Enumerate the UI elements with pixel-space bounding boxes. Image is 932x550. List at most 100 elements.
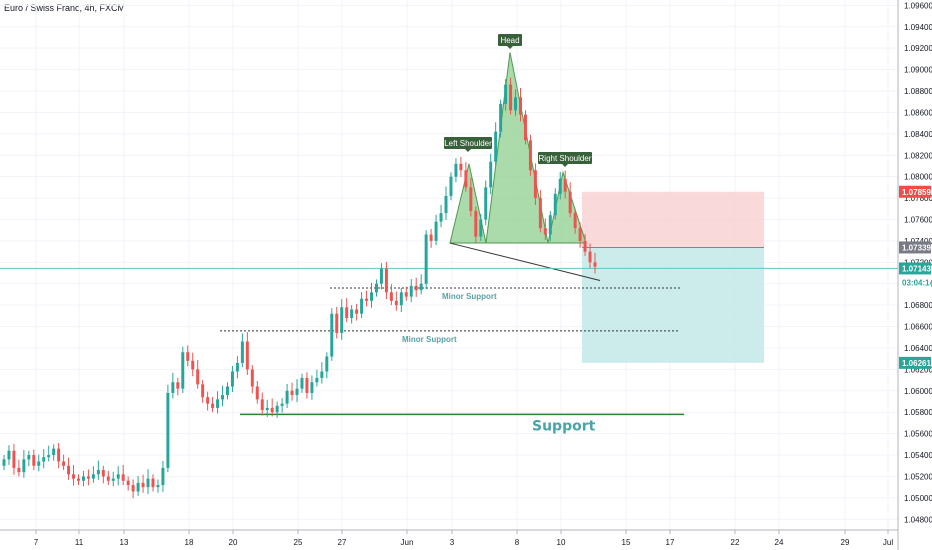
x-tick-label: 10 <box>557 538 566 547</box>
countdown-tag-text: 03:04:14 <box>902 278 932 287</box>
x-tick-label: 27 <box>338 538 347 547</box>
x-tick-label: 18 <box>185 538 194 547</box>
head-tag: Head <box>498 34 522 49</box>
candle-body <box>161 467 165 486</box>
candle-body <box>235 362 239 372</box>
candle-body <box>156 485 160 488</box>
candle-body <box>270 407 274 413</box>
candle-body <box>499 103 503 132</box>
candle-body <box>32 455 36 466</box>
neckline <box>449 242 601 282</box>
candle-body <box>394 300 398 306</box>
left-shoulder-tag-text: Left Shoulder <box>444 139 492 148</box>
x-tick-label: 13 <box>120 538 129 547</box>
candle-body <box>106 476 110 481</box>
candle-body <box>330 313 334 357</box>
y-tick-label: 1.08400 <box>904 130 932 139</box>
y-tick-label: 1.09600 <box>904 1 932 10</box>
candle-body <box>514 97 518 111</box>
right-shoulder-tag-pointer <box>562 164 568 167</box>
candle-body <box>27 455 31 460</box>
candle-body <box>588 251 592 263</box>
symbol-title: Euro / Swiss Franc, 4h, FXCM <box>4 3 126 13</box>
candle-body <box>290 390 294 396</box>
candle-body <box>593 262 597 267</box>
candle-body <box>216 399 220 408</box>
y-tick-label: 1.05600 <box>904 430 932 439</box>
candle-body <box>543 228 547 235</box>
stop-loss-zone <box>582 191 764 248</box>
candle-body <box>404 292 408 297</box>
candle-body <box>285 390 289 404</box>
y-tick-label: 1.06000 <box>904 387 932 396</box>
candle-body <box>434 221 438 241</box>
candle-body <box>96 470 100 475</box>
support-label: Support <box>532 418 596 434</box>
candle-body <box>176 382 180 389</box>
x-tick-label: 29 <box>841 538 850 547</box>
candle-body <box>265 407 269 411</box>
support-levels: Minor Support Minor Support Support <box>0 267 898 434</box>
right-shoulder-tag-box <box>538 152 592 164</box>
candle-body <box>116 474 120 479</box>
candle-body <box>37 461 41 466</box>
x-tick-label: 22 <box>731 538 740 547</box>
candle-body <box>260 399 264 411</box>
candle-body <box>126 480 130 486</box>
candle-body <box>86 476 90 479</box>
candle-body <box>191 360 195 370</box>
candles <box>2 77 597 499</box>
head-and-shoulders-pattern <box>449 52 601 282</box>
candle-body <box>7 450 11 460</box>
candle-body <box>42 457 46 462</box>
x-tick-label: 15 <box>622 538 631 547</box>
last-price-tag-box <box>899 262 931 275</box>
entry-price-tag-box <box>899 241 931 254</box>
candle-body <box>355 309 359 314</box>
candle-body <box>340 307 344 333</box>
candle-body <box>181 352 185 389</box>
x-tick-label: 17 <box>666 538 675 547</box>
candle-body <box>101 470 105 477</box>
last-price-tag-text: 1.07143 <box>902 264 931 273</box>
candle-body <box>255 386 259 400</box>
y-tick-label: 1.09200 <box>904 44 932 53</box>
y-tick-label: 1.09400 <box>904 23 932 32</box>
left-shoulder-tag-pointer <box>465 149 471 152</box>
candle-body <box>563 178 567 192</box>
candle-body <box>538 198 542 229</box>
target-price-tag-box <box>899 356 931 369</box>
candle-body <box>489 161 493 188</box>
candle-body <box>310 382 314 393</box>
candle-body <box>67 465 71 475</box>
candle-body <box>221 395 225 400</box>
candle-body <box>240 341 244 363</box>
candle-body <box>345 307 349 318</box>
candle-body <box>454 163 458 177</box>
candle-body <box>365 298 369 301</box>
y-tick-label: 1.06200 <box>904 365 932 374</box>
candle-body <box>424 234 428 284</box>
candle-body <box>350 309 354 318</box>
minor-support-label-1: Minor Support <box>442 292 497 301</box>
candle-body <box>2 459 6 466</box>
candle-body <box>91 474 95 479</box>
candle-body <box>399 292 403 306</box>
candle-body <box>12 450 16 468</box>
candle-body <box>578 228 582 241</box>
candle-body <box>414 285 418 291</box>
candle-body <box>77 478 80 481</box>
x-tick-label: Jul <box>883 538 893 547</box>
candle-body <box>81 476 85 481</box>
y-tick-label: 1.06800 <box>904 301 932 310</box>
candle-body <box>315 377 319 383</box>
candle-body <box>370 292 374 301</box>
pattern-annotations: Left Shoulder Head Right Shoulder <box>444 34 592 167</box>
candle-body <box>121 474 125 481</box>
candle-body <box>131 485 135 492</box>
candle-body <box>17 467 21 473</box>
candle-body <box>519 97 522 115</box>
y-tick-label: 1.09000 <box>904 66 932 75</box>
candle-body <box>523 114 527 141</box>
